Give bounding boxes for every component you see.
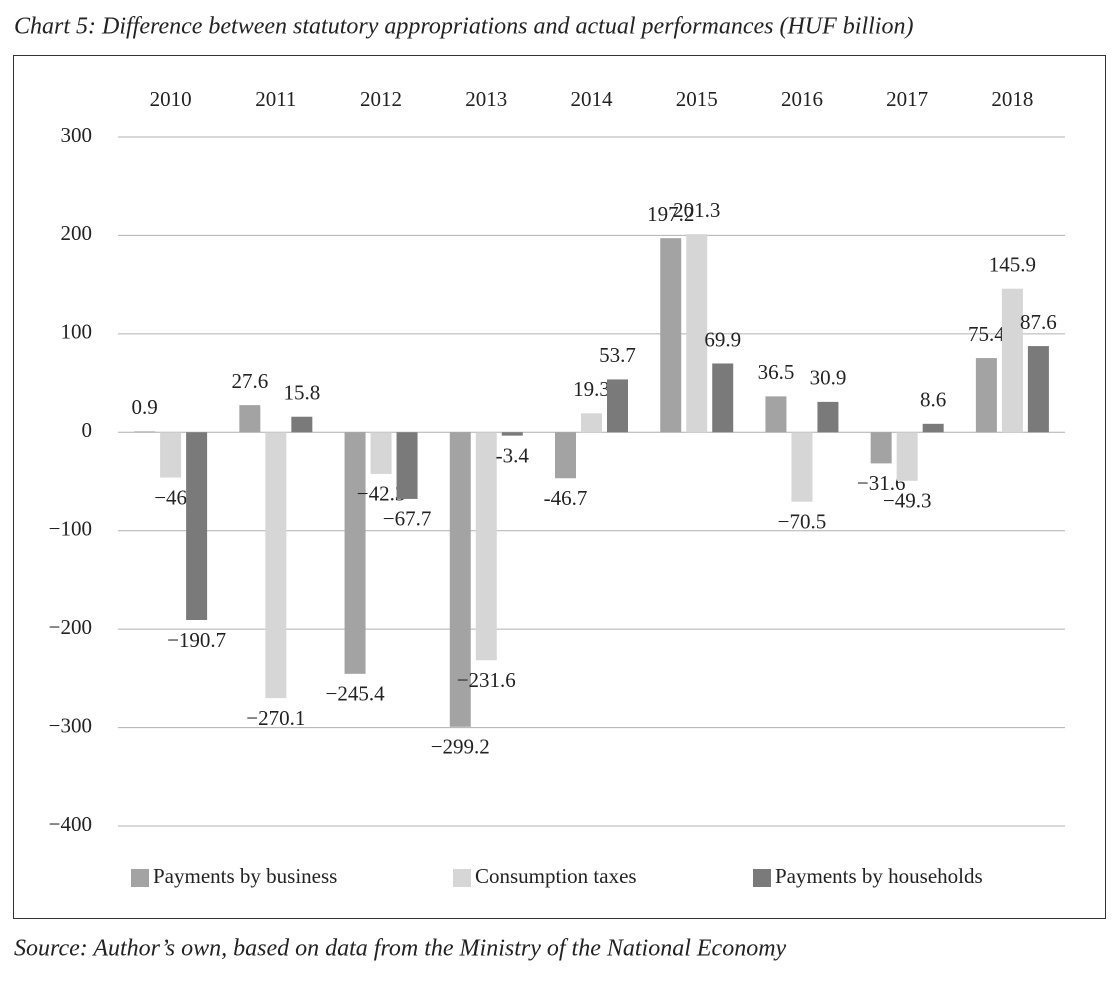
x-tick-label: 2012 bbox=[360, 87, 402, 111]
data-label: −49.3 bbox=[883, 489, 932, 513]
bar bbox=[1001, 288, 1023, 433]
data-label: 145.9 bbox=[989, 252, 1036, 276]
y-tick-label: −400 bbox=[49, 812, 92, 836]
data-label: −231.6 bbox=[457, 668, 516, 692]
bar bbox=[475, 432, 497, 661]
bar bbox=[581, 413, 602, 433]
bar bbox=[817, 401, 839, 433]
bar bbox=[791, 432, 813, 502]
data-label: 201.3 bbox=[673, 198, 720, 222]
x-tick-label: 2016 bbox=[781, 87, 823, 111]
bar bbox=[239, 405, 261, 433]
legend-swatch bbox=[453, 869, 471, 887]
data-label: −46 bbox=[154, 485, 187, 509]
bar bbox=[186, 432, 208, 620]
bar bbox=[160, 432, 182, 478]
bar bbox=[870, 432, 892, 464]
y-tick-label: −300 bbox=[49, 713, 92, 737]
bar bbox=[555, 432, 576, 479]
y-tick-label: −100 bbox=[49, 517, 92, 541]
y-tick-label: −200 bbox=[49, 615, 92, 639]
data-label: −270.1 bbox=[246, 706, 305, 730]
x-tick-label: 2013 bbox=[465, 87, 507, 111]
data-label: -3.4 bbox=[496, 443, 530, 467]
data-label: 15.8 bbox=[283, 381, 320, 405]
data-label: 36.5 bbox=[758, 360, 795, 384]
bar bbox=[660, 238, 682, 433]
data-label: 53.7 bbox=[599, 343, 636, 367]
data-label: 75.4 bbox=[968, 322, 1005, 346]
data-label: −299.2 bbox=[431, 735, 490, 759]
bar bbox=[712, 363, 734, 433]
bar bbox=[370, 432, 392, 474]
bar bbox=[449, 432, 471, 727]
bar bbox=[922, 423, 944, 433]
x-tick-label: 2017 bbox=[886, 87, 928, 111]
data-label: 197.2 bbox=[647, 202, 694, 226]
bar bbox=[975, 358, 997, 433]
data-label: 69.9 bbox=[704, 327, 741, 351]
data-label: 87.6 bbox=[1020, 310, 1057, 334]
legend-label: Payments by households bbox=[775, 864, 983, 888]
bar bbox=[134, 431, 156, 433]
data-label: −67.7 bbox=[383, 507, 432, 531]
data-label: −245.4 bbox=[326, 682, 386, 706]
x-tick-label: 2010 bbox=[150, 87, 192, 111]
bar bbox=[291, 416, 313, 433]
data-label: 0.9 bbox=[131, 395, 157, 419]
bar bbox=[396, 432, 418, 499]
legend-swatch bbox=[753, 869, 771, 887]
legend-swatch bbox=[131, 869, 149, 887]
data-label: -46.7 bbox=[544, 486, 588, 510]
data-label: 27.6 bbox=[231, 369, 268, 393]
x-tick-label: 2015 bbox=[676, 87, 718, 111]
x-tick-label: 2018 bbox=[991, 87, 1033, 111]
chart-title: Chart 5: Difference between statutory ap… bbox=[14, 14, 913, 40]
y-tick-label: 300 bbox=[61, 123, 93, 147]
source-note: Source: Author’s own, based on data from… bbox=[14, 936, 787, 962]
y-tick-label: 0 bbox=[82, 418, 93, 442]
bar bbox=[265, 432, 287, 699]
data-label: 30.9 bbox=[810, 366, 847, 390]
legend-label: Payments by business bbox=[153, 864, 337, 888]
data-label: 8.6 bbox=[920, 388, 946, 412]
bar bbox=[896, 432, 918, 481]
bar bbox=[344, 432, 366, 674]
legend-label: Consumption taxes bbox=[475, 864, 637, 888]
bar bbox=[765, 396, 787, 433]
bar bbox=[1027, 346, 1049, 433]
x-tick-label: 2014 bbox=[571, 87, 614, 111]
y-tick-label: 200 bbox=[61, 221, 93, 245]
data-label: 19.3 bbox=[573, 377, 610, 401]
bar bbox=[607, 379, 628, 433]
chart-frame bbox=[13, 55, 1106, 919]
x-tick-label: 2011 bbox=[255, 87, 296, 111]
bar bbox=[501, 432, 523, 436]
y-tick-label: 100 bbox=[61, 320, 93, 344]
bar bbox=[686, 234, 708, 433]
data-label: −70.5 bbox=[778, 509, 827, 533]
data-label: −190.7 bbox=[167, 628, 226, 652]
